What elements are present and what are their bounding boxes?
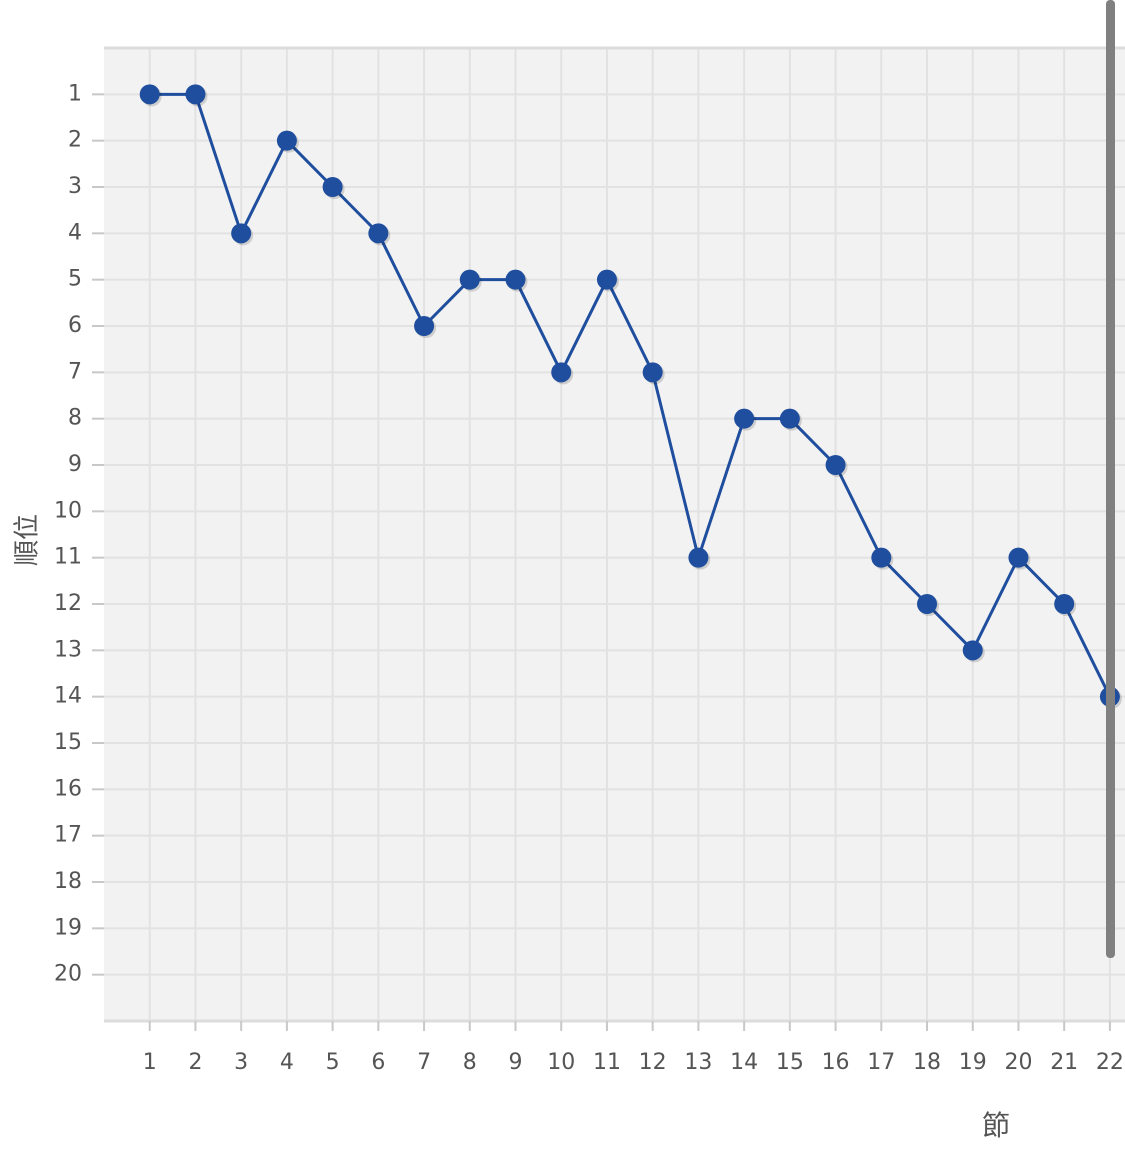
y-tick-label: 3 xyxy=(68,174,82,199)
point xyxy=(871,547,892,568)
point xyxy=(185,84,206,105)
y-tick-label: 17 xyxy=(54,823,82,848)
plot-area xyxy=(104,48,1125,1021)
x-tick-label: 19 xyxy=(959,1050,987,1075)
x-tick-label: 20 xyxy=(1004,1050,1032,1075)
point xyxy=(505,269,526,290)
point xyxy=(962,640,983,661)
x-tick-label: 9 xyxy=(509,1050,523,1075)
point xyxy=(688,547,709,568)
y-tick-label: 12 xyxy=(54,591,82,616)
x-tick-label: 11 xyxy=(593,1050,621,1075)
y-tick-label: 1 xyxy=(68,81,82,106)
y-tick-label: 11 xyxy=(54,545,82,570)
point xyxy=(642,362,663,383)
x-tick-label: 6 xyxy=(371,1050,385,1075)
x-tick-label: 3 xyxy=(234,1050,248,1075)
point xyxy=(596,269,617,290)
y-tick-label: 14 xyxy=(54,684,82,709)
point xyxy=(825,455,846,475)
point xyxy=(231,223,252,244)
y-tick-label: 8 xyxy=(68,406,82,431)
point xyxy=(368,223,389,244)
point xyxy=(459,269,480,290)
x-tick-label: 12 xyxy=(639,1050,667,1075)
y-tick-label: 7 xyxy=(68,359,82,384)
point xyxy=(414,316,435,336)
x-tick-label: 2 xyxy=(188,1050,202,1075)
x-tick-label: 13 xyxy=(684,1050,712,1075)
y-tick-label: 9 xyxy=(68,452,82,477)
point xyxy=(779,408,800,429)
x-tick-label: 22 xyxy=(1096,1050,1124,1075)
point xyxy=(276,130,297,151)
y-tick-label: 15 xyxy=(54,730,82,755)
x-tick-label: 8 xyxy=(463,1050,477,1075)
x-tick-label: 4 xyxy=(280,1050,294,1075)
scrollbar[interactable] xyxy=(1106,0,1115,958)
y-tick-label: 13 xyxy=(54,637,82,662)
grid xyxy=(104,48,1125,1021)
x-tick-label: 21 xyxy=(1050,1050,1078,1075)
point xyxy=(1054,594,1075,614)
y-tick-label: 6 xyxy=(68,313,82,338)
y-tick-label: 10 xyxy=(54,498,82,523)
x-tick-label: 17 xyxy=(867,1050,895,1075)
y-tick-label: 5 xyxy=(68,267,82,292)
x-tick-label: 1 xyxy=(143,1050,157,1075)
x-tick-label: 7 xyxy=(417,1050,431,1075)
x-tick-label: 10 xyxy=(547,1050,575,1075)
point xyxy=(734,408,755,429)
x-tick-label: 15 xyxy=(776,1050,804,1075)
x-tick-label: 14 xyxy=(730,1050,758,1075)
x-tick-label: 16 xyxy=(822,1050,850,1075)
point xyxy=(1008,547,1029,568)
y-tick-label: 2 xyxy=(68,128,82,153)
x-axis-label: 節 xyxy=(982,1109,1010,1142)
y-tick-label: 16 xyxy=(54,776,82,801)
y-axis-label: 順位 xyxy=(13,514,43,566)
y-tick-label: 20 xyxy=(54,962,82,987)
y-tick-label: 4 xyxy=(68,220,82,245)
x-tick-label: 18 xyxy=(913,1050,941,1075)
x-tick-label: 5 xyxy=(326,1050,340,1075)
point xyxy=(917,594,938,614)
point xyxy=(551,362,572,383)
point xyxy=(322,177,343,197)
y-tick-label: 19 xyxy=(54,915,82,940)
series-line xyxy=(149,92,1112,698)
point xyxy=(139,84,160,105)
y-tick-label: 18 xyxy=(54,869,82,894)
